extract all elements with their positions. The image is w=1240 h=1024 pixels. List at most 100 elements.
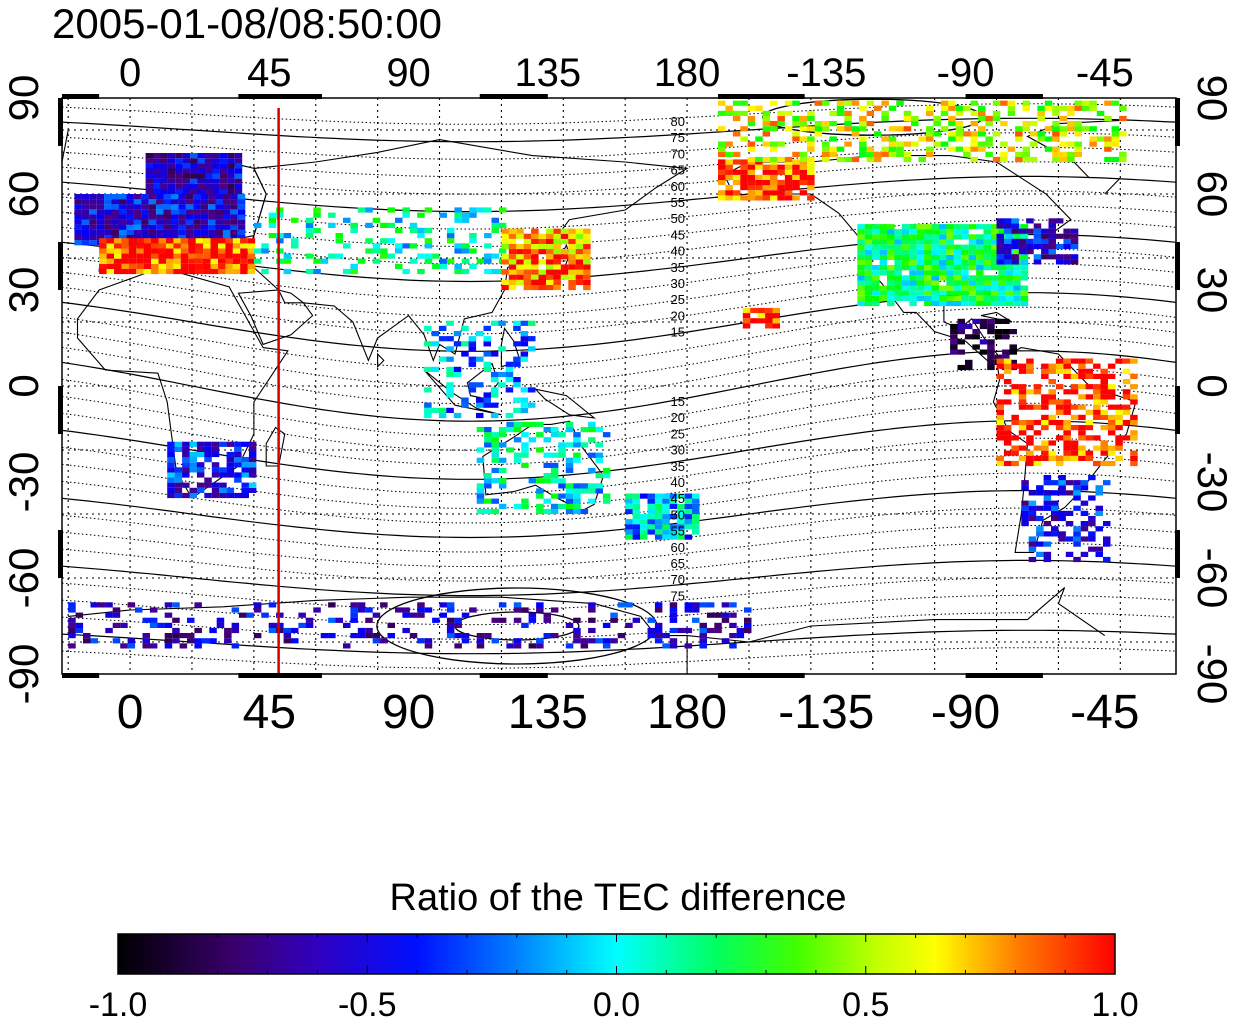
tec-cell bbox=[669, 534, 678, 540]
tec-cell bbox=[901, 229, 910, 235]
contour-label: 75 bbox=[671, 588, 685, 603]
tec-cell bbox=[553, 233, 561, 239]
tec-cell bbox=[1067, 121, 1075, 127]
tec-cell bbox=[211, 467, 220, 473]
tec-cell bbox=[1013, 285, 1021, 291]
tec-cell bbox=[784, 100, 793, 106]
tec-cell bbox=[866, 110, 875, 116]
tec-cell bbox=[924, 234, 932, 240]
tec-cell bbox=[864, 290, 873, 296]
tec-cell bbox=[234, 451, 242, 458]
tec-cell bbox=[1093, 435, 1101, 441]
tec-cell bbox=[1051, 500, 1059, 506]
tec-cell bbox=[732, 190, 741, 196]
tec-cell bbox=[916, 249, 925, 255]
left-latitude-label: -30 bbox=[0, 452, 47, 513]
tec-cell bbox=[946, 249, 954, 255]
tec-cell bbox=[167, 173, 176, 179]
tec-cell bbox=[118, 194, 127, 200]
tec-cell bbox=[1074, 126, 1082, 132]
tec-cell bbox=[128, 258, 137, 264]
tec-cell bbox=[998, 290, 1006, 296]
tec-cell bbox=[328, 633, 336, 639]
tec-cell bbox=[864, 295, 873, 301]
tec-cell bbox=[513, 607, 522, 613]
tec-cell bbox=[523, 233, 532, 239]
tec-cell bbox=[1073, 536, 1081, 542]
tec-cell bbox=[924, 270, 932, 276]
tec-cell bbox=[888, 105, 897, 111]
tec-cell bbox=[141, 194, 149, 200]
tec-cell bbox=[568, 254, 576, 260]
tec-cell bbox=[732, 174, 741, 180]
tec-cell bbox=[1070, 450, 1079, 456]
tec-cell bbox=[210, 253, 218, 259]
tec-cell bbox=[283, 268, 292, 275]
tec-cell bbox=[926, 151, 934, 157]
tec-cell bbox=[446, 407, 454, 413]
tec-cell bbox=[178, 224, 186, 230]
tec-cell bbox=[153, 163, 161, 169]
tec-cell bbox=[573, 493, 581, 499]
tec-cell bbox=[1044, 100, 1053, 106]
tec-cell bbox=[725, 159, 733, 165]
tec-cell bbox=[888, 146, 897, 152]
tec-cell bbox=[968, 244, 977, 250]
tec-cell bbox=[1043, 531, 1052, 537]
tec-cell bbox=[807, 164, 815, 170]
tec-cell bbox=[662, 633, 670, 639]
tec-cell bbox=[490, 392, 499, 398]
tec-cell bbox=[182, 173, 191, 179]
tec-cell bbox=[185, 194, 194, 200]
tec-cell bbox=[350, 263, 358, 269]
tec-cell bbox=[983, 290, 991, 296]
tec-cell bbox=[1070, 404, 1079, 410]
top-longitude-label: 90 bbox=[386, 51, 431, 95]
magnetic-contour bbox=[62, 277, 1176, 335]
tec-cell bbox=[953, 259, 962, 266]
tec-cell bbox=[894, 280, 902, 286]
tec-cell bbox=[1011, 243, 1019, 250]
tec-cell bbox=[1078, 368, 1086, 374]
magnetic-contour bbox=[62, 507, 1176, 553]
tec-cell bbox=[903, 141, 912, 147]
tec-cell bbox=[516, 228, 524, 234]
contour-label: 20 bbox=[671, 410, 685, 425]
tec-cell bbox=[1070, 243, 1079, 250]
tec-cell bbox=[1107, 445, 1116, 451]
tec-cell bbox=[546, 284, 554, 291]
tec-cell bbox=[1033, 243, 1042, 250]
tec-cell bbox=[916, 285, 925, 291]
tec-cell bbox=[1005, 275, 1014, 281]
continent-outline bbox=[237, 289, 314, 346]
tec-cell bbox=[1011, 254, 1019, 260]
tec-cell bbox=[972, 344, 980, 350]
tec-cell bbox=[762, 156, 771, 163]
tec-cell bbox=[926, 110, 934, 116]
tec-cell bbox=[237, 199, 246, 205]
tec-cell bbox=[814, 131, 823, 137]
tec-cell bbox=[602, 467, 611, 474]
tec-cell bbox=[219, 158, 228, 164]
tec-cell bbox=[978, 126, 986, 132]
tec-cell bbox=[185, 219, 194, 225]
tec-cell bbox=[498, 371, 506, 378]
tec-cell bbox=[1055, 363, 1064, 369]
tec-cell bbox=[692, 529, 700, 535]
tec-cell bbox=[1052, 146, 1060, 152]
tec-cell bbox=[538, 279, 546, 285]
tec-cell bbox=[1018, 404, 1027, 410]
tec-cell bbox=[305, 622, 314, 628]
tec-cell bbox=[501, 284, 509, 291]
colorbar-title: Ratio of the TEC difference bbox=[390, 877, 847, 919]
tec-cell bbox=[961, 265, 969, 271]
tec-cell bbox=[222, 229, 231, 235]
tec-cell bbox=[195, 268, 204, 275]
tec-cell bbox=[1052, 126, 1060, 132]
tec-cell bbox=[335, 253, 343, 259]
tec-cell bbox=[372, 248, 381, 254]
tec-cell bbox=[402, 212, 410, 218]
tec-cell bbox=[357, 627, 366, 634]
tec-cell bbox=[931, 249, 939, 255]
tec-cell bbox=[372, 612, 381, 618]
